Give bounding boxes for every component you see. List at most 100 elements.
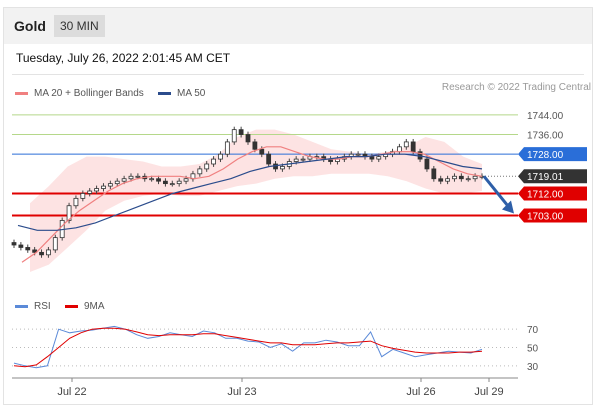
candle-body <box>218 153 223 160</box>
price-level-tag: 1703.00 <box>518 208 587 223</box>
candle-body <box>465 178 471 181</box>
candle-body <box>211 158 216 165</box>
instrument-title: Gold <box>14 18 46 34</box>
candle-body <box>114 180 120 185</box>
x-axis-tick-label: Jul 23 <box>227 386 256 398</box>
candle-body <box>197 168 203 175</box>
candle-body <box>135 175 141 178</box>
candle-body <box>458 175 464 180</box>
candle-body <box>25 247 31 251</box>
candle-body <box>472 175 478 180</box>
rsi-ma-swatch-icon <box>65 305 78 308</box>
x-axis-tick-label: Jul 22 <box>57 386 86 398</box>
timeframe-badge[interactable]: 30 MIN <box>54 15 105 37</box>
ma50-swatch-icon <box>158 92 171 95</box>
candle-body <box>128 175 134 180</box>
price-level-tag: 1744.00 <box>527 111 564 122</box>
candle-body <box>32 249 38 253</box>
candle-body <box>424 158 430 170</box>
candle-body <box>52 237 58 251</box>
header-divider <box>12 74 584 75</box>
candle-body <box>376 156 382 160</box>
candle-body <box>121 178 127 182</box>
price-level-label: 1712.00 <box>527 189 564 200</box>
rsi-tick-label: 70 <box>527 325 539 336</box>
candle-body <box>452 175 457 180</box>
candle-body <box>245 134 251 143</box>
candle-body <box>107 183 113 187</box>
candle-body <box>280 166 285 170</box>
candle-body <box>403 141 409 148</box>
price-level-tag: 1736.00 <box>527 131 564 142</box>
candle-body <box>46 249 51 256</box>
candle-body <box>252 141 258 150</box>
candle-body <box>11 242 17 246</box>
candle-body <box>204 163 210 170</box>
candle-body <box>169 183 175 186</box>
forecast-arrow-head-icon <box>502 200 514 214</box>
price-level-badge <box>518 208 587 223</box>
price-level-label: 1719.01 <box>527 172 564 183</box>
research-credit: Research © 2022 Trading Central <box>441 82 591 93</box>
candle-body <box>355 153 361 156</box>
price-level-label: 1703.00 <box>527 212 564 223</box>
legend-ma20-bollinger: MA 20 + Bollinger Bands <box>15 88 144 99</box>
candle-body <box>101 185 106 189</box>
bollinger-band <box>30 129 482 272</box>
candle-body <box>183 178 189 182</box>
price-level-label: 1736.00 <box>527 131 564 142</box>
legend-ma50-label: MA 50 <box>177 88 206 99</box>
ma20-swatch-icon <box>15 92 28 95</box>
candle-body <box>431 168 437 180</box>
candle-body <box>163 180 168 185</box>
legend-ma20-label: MA 20 + Bollinger Bands <box>34 88 144 99</box>
rsi-swatch-icon <box>15 305 28 308</box>
candle-body <box>149 178 155 181</box>
candle-body <box>438 178 444 182</box>
legend-rsi-label: RSI <box>34 301 51 312</box>
candle-body <box>156 178 161 182</box>
candle-body <box>39 251 44 256</box>
x-axis-tick-label: Jul 26 <box>406 386 435 398</box>
candle-body <box>80 193 86 199</box>
candle-body <box>293 158 299 162</box>
legend-rsi: RSI <box>15 301 51 312</box>
price-level-label: 1744.00 <box>527 111 564 122</box>
candle-body <box>18 244 24 248</box>
candle-body <box>410 141 416 153</box>
price-level-label: 1728.00 <box>527 150 564 161</box>
legend-ma50: MA 50 <box>158 88 205 99</box>
candle-body <box>445 178 450 182</box>
price-level-tag: 1728.00 <box>518 147 587 162</box>
price-level-badge <box>518 186 587 201</box>
candle-body <box>266 153 272 165</box>
ma50-line <box>17 153 483 231</box>
candle-body <box>238 129 244 135</box>
candle-body <box>259 148 265 155</box>
candle-body <box>231 129 237 143</box>
forecast-arrow-shaft <box>482 175 512 210</box>
candle-body <box>397 146 402 153</box>
candle-body <box>94 188 99 192</box>
candle-body <box>87 190 93 194</box>
rsi-ma-line <box>13 327 483 368</box>
price-level-badge <box>518 169 587 184</box>
price-level-badge <box>518 147 587 162</box>
rsi-tick-label: 50 <box>527 344 539 355</box>
candle-body <box>66 205 72 221</box>
x-axis-tick-label: Jul 29 <box>474 386 503 398</box>
legend-rsi-ma-label: 9MA <box>84 301 105 312</box>
candle-body <box>176 180 182 185</box>
rsi-line <box>13 325 483 369</box>
candle-body <box>369 156 375 160</box>
ma20-line <box>21 146 483 263</box>
price-level-tag: 1712.00 <box>518 186 587 201</box>
price-level-tag: 1719.01 <box>518 169 587 184</box>
candle-body <box>73 197 79 207</box>
legend-rsi-ma: 9MA <box>65 301 105 312</box>
rsi-tick-label: 30 <box>527 362 539 373</box>
candle-body <box>300 158 306 161</box>
candle-body <box>224 141 230 155</box>
timestamp: Tuesday, July 26, 2022 2:01:45 AM CET <box>16 51 231 65</box>
